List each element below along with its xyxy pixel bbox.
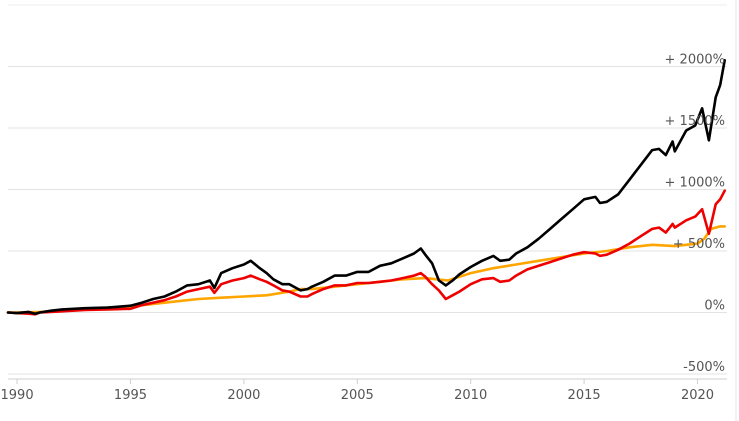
series-line-red	[6, 189, 726, 316]
series-line-black	[6, 59, 726, 315]
x-tick-label: 2005	[341, 388, 374, 403]
y-tick-label: + 2000%	[665, 53, 725, 68]
y-tick-label: 0%	[704, 299, 725, 314]
x-tick-label: 1995	[114, 388, 147, 403]
x-tick-label: 2000	[227, 388, 260, 403]
x-tick-label: 2010	[454, 388, 487, 403]
y-label-layer: + 2000% + 1500% + 1000% + 500% 0% -500%	[665, 53, 725, 376]
x-tick-label: 2015	[568, 388, 601, 403]
y-tick-label: + 500%	[673, 237, 725, 252]
x-label-layer: 1990 1995 2000 2005 2010 2015 2020	[1, 388, 715, 403]
tick-layer	[8, 378, 727, 384]
x-tick-label: 1990	[1, 388, 34, 403]
series-line-orange	[6, 225, 726, 314]
y-tick-label: + 1500%	[665, 114, 725, 129]
y-tick-label: + 1000%	[665, 176, 725, 191]
x-tick-label: 2020	[681, 388, 714, 403]
series-layer	[6, 59, 726, 316]
grid-layer	[8, 0, 737, 421]
y-tick-label: -500%	[683, 360, 725, 375]
